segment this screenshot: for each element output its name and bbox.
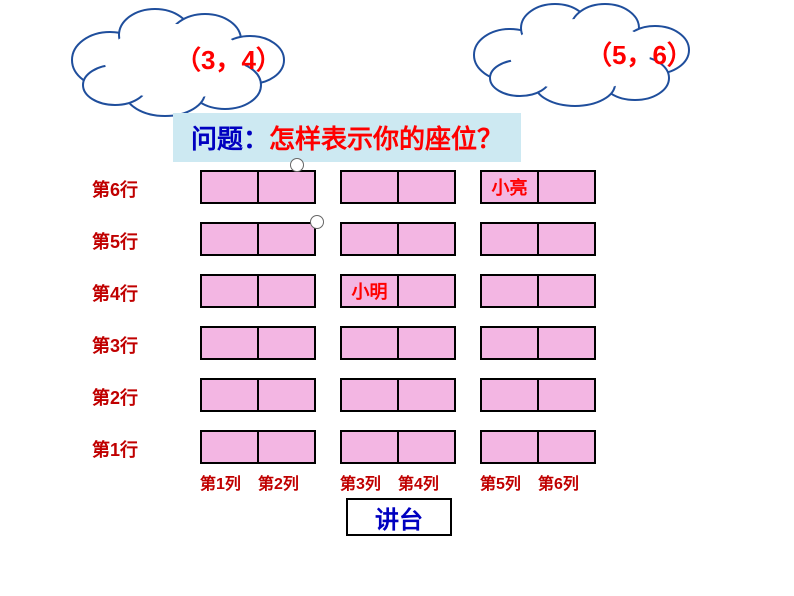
desk-cell	[202, 432, 259, 462]
desk-pair: 小亮	[480, 170, 596, 204]
desk-cell	[342, 432, 399, 462]
row-label: 第2行	[92, 384, 138, 410]
desk-cell	[342, 224, 399, 254]
col-label: 第3列	[340, 470, 381, 494]
col-label: 第6列	[538, 470, 579, 494]
desk-cell	[482, 380, 539, 410]
desk-cell	[259, 172, 314, 202]
desk-pair	[200, 430, 316, 464]
desk-cell	[342, 172, 399, 202]
desk-cell	[202, 172, 259, 202]
desk-cell	[202, 328, 259, 358]
desk-cell: 小明	[342, 276, 399, 306]
desk-cell	[259, 380, 314, 410]
desk-cell	[539, 224, 594, 254]
marker-circle	[290, 158, 304, 172]
desk-cell	[399, 328, 454, 358]
row-label: 第5行	[92, 228, 138, 254]
podium-label: 讲台	[375, 500, 423, 535]
desk-cell	[202, 224, 259, 254]
desk-cell	[399, 172, 454, 202]
desk-cell	[539, 328, 594, 358]
desk-cell	[399, 224, 454, 254]
desk-pair	[200, 274, 316, 308]
desk-cell	[202, 276, 259, 306]
row-label: 第6行	[92, 176, 138, 202]
desk-cell: 小亮	[482, 172, 539, 202]
desk-pair	[340, 170, 456, 204]
col-label: 第4列	[398, 470, 439, 494]
desk-cell	[482, 328, 539, 358]
desk-cell	[539, 172, 594, 202]
desk-pair	[480, 378, 596, 412]
row-label: 第4行	[92, 280, 138, 306]
cloud-2-label: （5，6）	[586, 35, 693, 72]
col-label: 第5列	[480, 470, 521, 494]
col-label: 第2列	[258, 470, 299, 494]
question-text: 怎样表示你的座位？	[269, 119, 503, 156]
marker-circle	[310, 215, 324, 229]
row-label: 第1行	[92, 436, 138, 462]
desk-pair	[480, 430, 596, 464]
desk-cell	[259, 328, 314, 358]
desk-cell	[539, 276, 594, 306]
desk-pair	[200, 378, 316, 412]
desk-pair	[480, 326, 596, 360]
desk-cell	[399, 276, 454, 306]
desk-cell	[342, 380, 399, 410]
desk-pair	[200, 170, 316, 204]
desk-pair: 小明	[340, 274, 456, 308]
desk-cell	[259, 276, 314, 306]
desk-pair	[480, 222, 596, 256]
row-label: 第3行	[92, 332, 138, 358]
desk-pair	[340, 326, 456, 360]
desk-cell	[482, 432, 539, 462]
question-box: 问题： 怎样表示你的座位？	[173, 113, 521, 162]
desk-cell	[539, 380, 594, 410]
col-label: 第1列	[200, 470, 241, 494]
desk-cell	[539, 432, 594, 462]
question-label: 问题：	[191, 119, 269, 156]
desk-pair	[200, 222, 316, 256]
desk-cell	[259, 224, 314, 254]
desk-pair	[340, 222, 456, 256]
desk-cell	[482, 224, 539, 254]
desk-cell	[482, 276, 539, 306]
desk-cell	[202, 380, 259, 410]
desk-pair	[340, 430, 456, 464]
desk-cell	[259, 432, 314, 462]
desk-pair	[340, 378, 456, 412]
desk-pair	[200, 326, 316, 360]
podium: 讲台	[346, 498, 452, 536]
desk-cell	[399, 380, 454, 410]
desk-cell	[342, 328, 399, 358]
desk-cell	[399, 432, 454, 462]
desk-pair	[480, 274, 596, 308]
